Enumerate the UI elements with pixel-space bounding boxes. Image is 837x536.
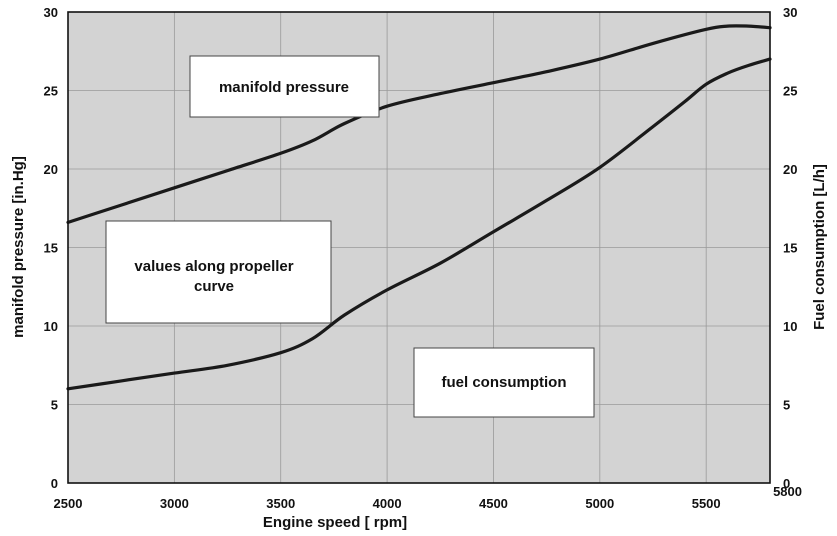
annotation-text: fuel consumption	[442, 374, 567, 391]
annotation-fuel-consumption: fuel consumption	[413, 347, 595, 418]
x-axis-ticks: 2500 3000 3500 4000 4500 5000 5500 5800	[54, 484, 802, 511]
x-tick-label: 3000	[160, 496, 189, 511]
annotation-box	[413, 347, 595, 418]
y-right-tick-label: 5	[783, 398, 790, 413]
y-right-tick-label: 20	[783, 162, 797, 177]
y-axis-right-title: Fuel consumption [L/h]	[811, 164, 828, 330]
annotation-box	[105, 220, 332, 324]
y-right-tick-label: 25	[783, 84, 797, 99]
y-left-tick-label: 20	[44, 162, 58, 177]
y-left-tick-label: 5	[51, 398, 58, 413]
y-axis-right-ticks: 0 5 10 15 20 25 30	[783, 5, 797, 491]
x-tick-label: 5500	[692, 496, 721, 511]
y-left-tick-label: 10	[44, 319, 58, 334]
plot-frame	[67, 11, 771, 484]
annotation-text-line-1: values along propeller	[134, 258, 293, 275]
y-left-tick-label: 0	[51, 476, 58, 491]
x-tick-label: 4500	[479, 496, 508, 511]
y-left-tick-label: 25	[44, 84, 58, 99]
annotation-box	[189, 55, 380, 118]
series-line-fuel-consumption	[66, 57, 772, 391]
x-tick-label: 5000	[585, 496, 614, 511]
y-axis-left-ticks: 0 5 10 15 20 25 30	[44, 5, 58, 491]
y-right-tick-label: 0	[783, 476, 790, 491]
y-axis-left-title: manifold pressure [in.Hg]	[10, 156, 27, 338]
y-right-tick-label: 10	[783, 319, 797, 334]
y-left-tick-label: 30	[44, 5, 58, 20]
annotation-text-line-2: curve	[194, 278, 234, 295]
x-tick-label: 5800	[773, 484, 802, 499]
curves	[66, 24, 772, 391]
annotation-propeller-curve: values along propeller curve	[105, 220, 332, 324]
x-axis-title: Engine speed [ rpm]	[263, 514, 407, 531]
series-line-manifold-pressure	[66, 24, 772, 224]
y-right-tick-label: 15	[783, 241, 797, 256]
x-tick-label: 2500	[54, 496, 83, 511]
annotation-manifold-pressure: manifold pressure	[189, 55, 380, 118]
y-left-tick-label: 15	[44, 241, 58, 256]
x-tick-label: 4000	[373, 496, 402, 511]
y-right-tick-label: 30	[783, 5, 797, 20]
x-tick-label: 3500	[266, 496, 295, 511]
annotation-text: manifold pressure	[219, 79, 349, 96]
